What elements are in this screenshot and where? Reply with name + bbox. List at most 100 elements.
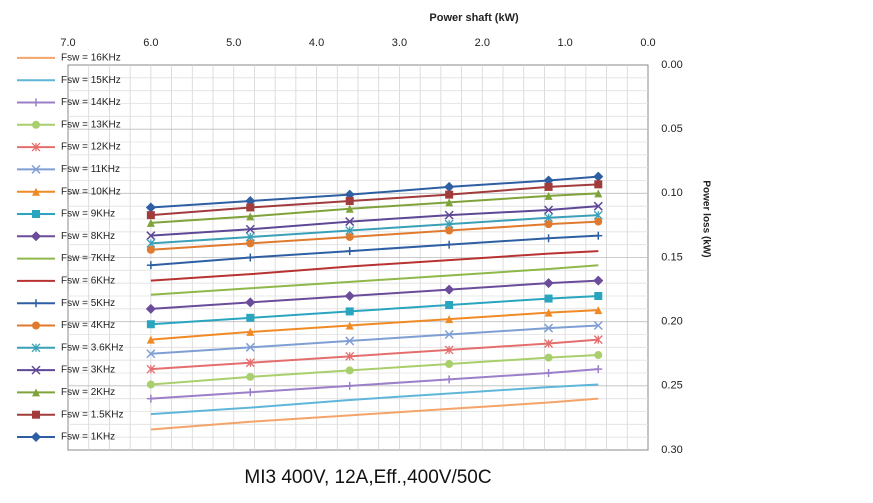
legend: Fsw = 1KHz Fsw = 1.5KHz Fsw = 2KHz Fsw = 3K… [17,53,124,443]
series-6 [146,231,603,270]
series-line [150,295,599,326]
data-point [345,321,354,330]
data-point [594,365,603,374]
data-point [146,245,155,254]
data-point [345,381,354,390]
data-point [345,232,354,241]
x-tick-label: 6.0 [143,37,158,49]
data-point [246,203,255,212]
x-tick-label-wrap: 7.0 [60,37,75,49]
legend-marker [32,388,40,397]
y-axis-label: Power loss (kW) [700,180,711,257]
data-point [444,210,454,220]
data-point [146,349,156,359]
data-point [345,204,354,213]
series-8 [150,264,599,296]
x-tick-label-wrap: 5.0 [226,37,241,49]
data-point-stroke [245,342,255,352]
legend-item: Fsw = 15KHz [17,75,121,86]
y-axis: 0.00 0.05 0.10 0.15 0.20 0.25 0.30 [661,59,682,456]
y-tick-label: 0.20 [661,316,682,328]
legend-label-wrap: Fsw = 8KHz [61,231,115,242]
data-point [345,336,355,346]
data-point [544,182,553,191]
series-17 [150,397,599,431]
x-tick-label-wrap: 4.0 [309,37,324,49]
legend-item: Fsw = 8KHz [17,231,115,242]
x-tick-label-wrap: 6.0 [143,37,158,49]
data-point [544,191,553,200]
series-line [150,383,599,416]
legend-label: Fsw = 2KHz [61,387,115,398]
y-tick-label: 0.15 [661,251,682,263]
data-point [146,394,155,403]
legend-label-wrap: Fsw = 12KHz [61,142,121,153]
legend-label-wrap: Fsw = 14KHz [61,97,121,108]
series-5 [146,217,603,254]
series-layer [145,171,604,431]
x-tick-label: 7.0 [60,37,75,49]
series-line [150,324,599,355]
legend-item: Fsw = 10KHz [17,186,121,197]
y-tick-label: 0.10 [661,187,682,199]
data-point [444,345,454,355]
legend-label: Fsw = 13KHz [61,119,121,130]
legend-label: Fsw = 12KHz [61,142,121,153]
series-1 [146,180,603,220]
legend-marker [31,142,41,152]
series-line [150,309,599,341]
data-point [593,171,604,182]
y-tick-label: 0.30 [661,444,682,456]
legend-label-wrap: Fsw = 10KHz [61,186,121,197]
data-point-stroke [593,201,603,211]
y-tick-label-wrap: 0.00 [661,59,682,71]
data-point [246,327,255,336]
data-point [345,351,355,361]
data-point [544,205,554,215]
x-tick-label: 5.0 [226,37,241,49]
y-tick-label-wrap: 0.20 [661,316,682,328]
y-tick-label: 0.25 [661,380,682,392]
data-point [544,353,553,362]
legend-item: Fsw = 13KHz [17,119,121,130]
data-point [146,320,155,329]
data-point [594,351,603,360]
data-point [246,212,255,221]
data-point-stroke [444,210,454,220]
x-axis: 0.0 1.0 2.0 3.0 4.0 5.0 6.0 7.0 [60,37,655,49]
legend-label-wrap: Fsw = 7KHz [61,253,115,264]
data-point [445,300,454,309]
data-point [345,247,354,256]
series-line [150,214,599,245]
series-line [150,397,599,431]
series-9 [145,275,604,314]
data-point-stroke [544,205,554,215]
series-line [150,368,599,400]
data-point [543,278,554,289]
x-axis-label: Power shaft (kW) [429,12,519,24]
legend-marker [31,365,41,375]
x-tick-label-wrap: 2.0 [475,37,490,49]
data-point [246,253,255,262]
data-point [345,307,354,316]
legend-label-wrap: Fsw = 4KHz [61,320,115,331]
legend-label: Fsw = 7KHz [61,253,115,264]
data-point [544,234,553,243]
data-point [146,380,155,389]
x-tick-label: 3.0 [392,37,407,49]
data-point [593,335,603,345]
legend-marker [31,231,41,242]
data-point [544,323,554,333]
data-point [445,198,454,207]
data-point [445,226,454,235]
chart-title: MI3 400V, 12A,Eff.,400V/50C [244,467,491,488]
data-point [445,240,454,249]
data-point [445,190,454,199]
legend-label: Fsw = 1.5KHz [61,409,124,420]
legend-label-wrap: Fsw = 1.5KHz [61,409,124,420]
legend-label: Fsw = 1KHz [61,432,115,443]
legend-item: Fsw = 3.6KHz [17,342,124,353]
data-point [146,231,156,241]
legend-marker [32,210,40,218]
